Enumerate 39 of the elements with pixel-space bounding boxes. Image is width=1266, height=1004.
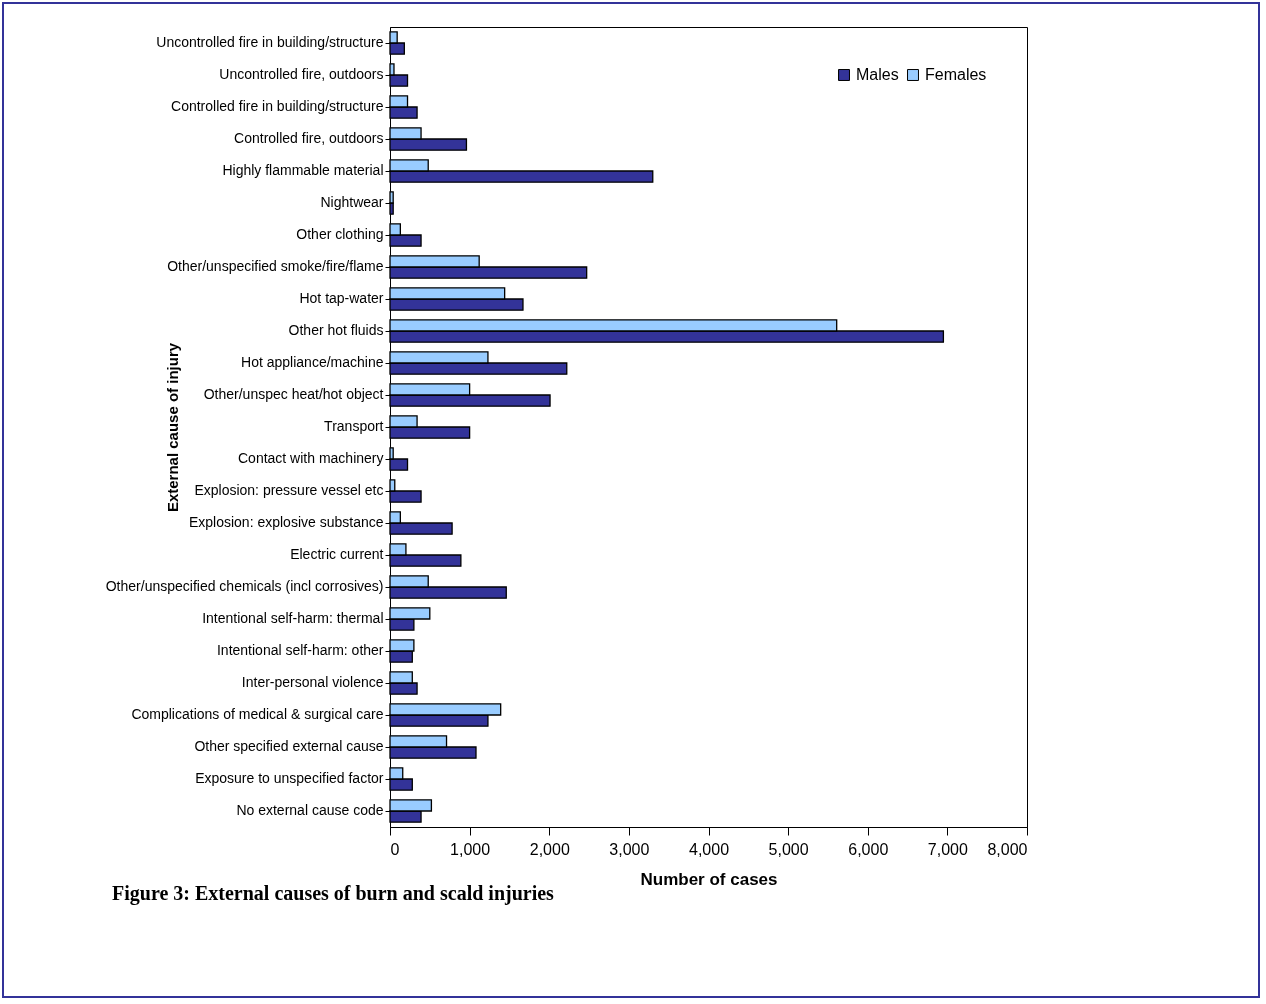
y-tick-label: Other/unspecified chemicals (incl corrosives)	[105, 578, 384, 594]
y-tick-label: Other clothing	[296, 226, 384, 242]
y-tick-label: Hot appliance/machine	[241, 354, 384, 370]
y-tick-label: Other specified external cause	[194, 738, 384, 754]
legend-label: Males	[856, 66, 899, 83]
y-tick-label: Inter-personal violence	[241, 674, 384, 690]
y-tick-label: Electric current	[290, 546, 384, 562]
x-tick-label: 2,000	[529, 840, 570, 858]
y-tick-label: Contact with machinery	[237, 450, 384, 466]
y-tick-label: Intentional self-harm: thermal	[202, 610, 384, 626]
y-tick-label: Hot tap-water	[299, 290, 384, 306]
y-tick-label: Intentional self-harm: other	[216, 642, 384, 658]
y-tick-label: Other/unspec heat/hot object	[203, 386, 384, 402]
y-tick-label: No external cause code	[236, 802, 384, 818]
y-tick-label: Exposure to unspecified factor	[195, 770, 384, 786]
x-tick-label: 5,000	[768, 840, 809, 858]
x-tick-label: 7,000	[927, 840, 968, 858]
y-tick-label: Complications of medical & surgical care	[131, 706, 384, 722]
y-tick-label: Uncontrolled fire in building/structure	[156, 34, 384, 50]
y-tick-label: Controlled fire, outdoors	[234, 130, 384, 146]
y-axis-title: External cause of injury	[163, 342, 181, 513]
x-tick-label: 3,000	[609, 840, 650, 858]
y-tick-label: Other hot fluids	[288, 322, 384, 338]
x-tick-label: 0	[390, 840, 400, 858]
y-tick-label: Explosion: explosive substance	[188, 514, 384, 530]
y-tick-label: Highly flammable material	[222, 162, 384, 178]
text: Figure 3: External causes of burn and scald injuries	[112, 882, 554, 905]
legend-label: Females	[925, 66, 987, 83]
y-tick-label: Uncontrolled fire, outdoors	[219, 66, 384, 82]
y-tick-label: Explosion: pressure vessel etc	[194, 482, 384, 498]
y-tick-label: Transport	[324, 418, 384, 434]
y-tick-label: Nightwear	[320, 194, 384, 210]
x-tick-label: 1,000	[450, 840, 491, 858]
x-tick-label: 8,000	[987, 840, 1028, 858]
x-tick-label: 4,000	[688, 840, 730, 858]
x-tick-label: 6,000	[848, 840, 889, 858]
x-axis-title: Number of cases	[640, 869, 778, 889]
y-tick-label: Controlled fire in building/structure	[171, 98, 384, 114]
y-tick-label: Other/unspecified smoke/fire/flame	[167, 258, 384, 274]
